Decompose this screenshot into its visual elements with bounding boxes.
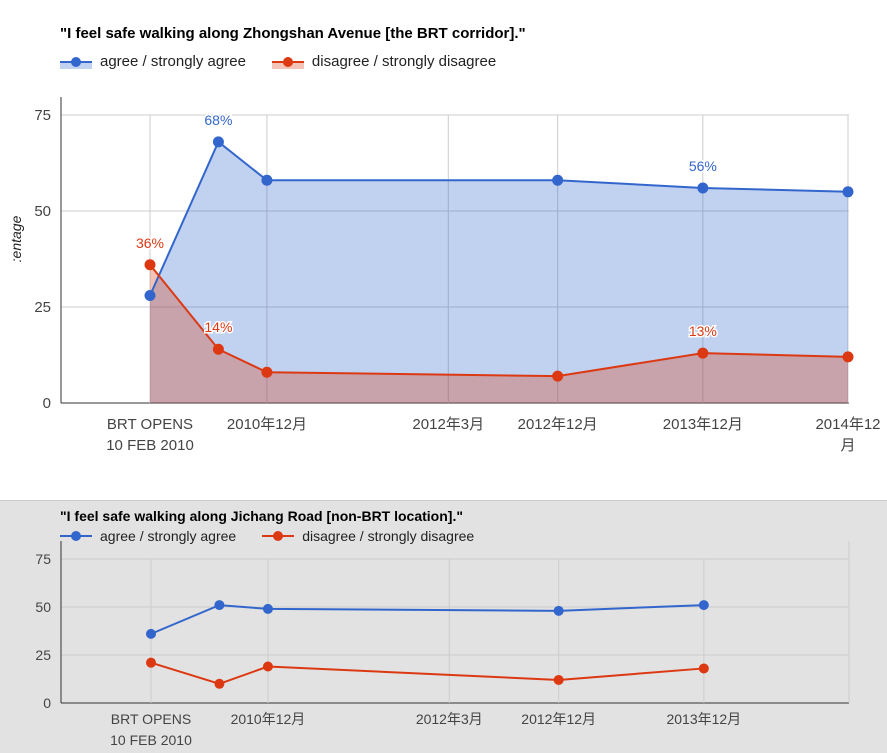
- x-tick-label: 2010年12月: [231, 711, 306, 727]
- legend-item-disagree[interactable]: disagree / strongly disagree: [262, 528, 474, 544]
- data-point-disagree[interactable]: [262, 661, 273, 672]
- y-tick-label: 50: [34, 203, 51, 220]
- legend-swatch-disagree: [271, 55, 304, 69]
- y-tick-label: 25: [35, 647, 51, 663]
- y-tick-label: 75: [34, 107, 51, 124]
- legend-label-agree: agree / strongly agree: [100, 528, 237, 544]
- legend-label-agree: agree / strongly agree: [100, 53, 246, 70]
- legend: agree / strongly agree disagree / strong…: [60, 53, 522, 70]
- y-tick-label: 75: [35, 551, 51, 567]
- legend-swatch-disagree: [262, 529, 295, 543]
- data-point-agree[interactable]: [144, 289, 156, 301]
- y-tick-label: 25: [34, 299, 51, 316]
- x-tick-label: 2013年12月: [663, 416, 743, 433]
- data-point-disagree[interactable]: [698, 663, 709, 674]
- data-label-agree: 68%: [204, 112, 232, 128]
- area-disagree: [150, 264, 848, 403]
- chart-plot-jichang: 0 25 50 75 BRT OPENS 10 FEB 2010 2010年12月 2012年…: [35, 541, 850, 748]
- chart-title: "I feel safe walking along Jichang Road …: [60, 508, 463, 524]
- data-point-disagree[interactable]: [214, 678, 225, 689]
- legend-swatch-agree: [60, 55, 92, 69]
- data-point-agree[interactable]: [552, 174, 564, 186]
- x-tick-label: BRT OPENS: [111, 711, 191, 727]
- legend: agree / strongly agree disagree / strong…: [60, 528, 500, 544]
- chart-panel-zhongshan: "I feel safe walking along Zhongshan Ave…: [8, 25, 881, 454]
- x-tick-label: 2013年12月: [666, 711, 741, 727]
- data-point-disagree[interactable]: [261, 366, 273, 378]
- x-tick-label: 10 FEB 2010: [110, 732, 192, 748]
- series-line-disagree: [149, 264, 849, 378]
- x-tick-label: 2012年12月: [521, 711, 596, 727]
- legend-label-disagree: disagree / strongly disagree: [302, 528, 475, 544]
- x-tick-label: 2014年12: [815, 416, 880, 433]
- chart-plot-zhongshan: 0 25 50 75 BRT OPENS 10 FEB 2010 2010年12月 2012年…: [8, 97, 881, 454]
- data-point-agree[interactable]: [697, 182, 709, 194]
- legend-item-disagree[interactable]: disagree / strongly disagree: [271, 53, 497, 70]
- data-point-agree[interactable]: [698, 600, 709, 611]
- x-tick-label: 2012年3月: [412, 416, 484, 433]
- chart-title: "I feel safe walking along Zhongshan Ave…: [60, 25, 526, 42]
- data-label-agree: 56%: [689, 158, 717, 174]
- series-line-disagree: [150, 661, 704, 685]
- data-point-disagree[interactable]: [146, 657, 156, 668]
- data-point-disagree[interactable]: [212, 343, 224, 355]
- legend-item-agree[interactable]: agree / strongly agree: [60, 528, 236, 544]
- data-point-disagree[interactable]: [144, 259, 156, 271]
- x-tick-label: BRT OPENS: [107, 416, 193, 433]
- series-line-agree: [149, 140, 849, 296]
- x-tick-label: 2010年12月: [227, 416, 307, 433]
- y-tick-label: 0: [43, 395, 51, 412]
- data-point-disagree[interactable]: [842, 351, 854, 363]
- data-point-disagree[interactable]: [553, 674, 564, 685]
- data-point-agree[interactable]: [261, 174, 273, 186]
- legend-swatch-agree: [60, 529, 92, 543]
- data-point-disagree[interactable]: [697, 347, 709, 359]
- x-tick-label: 月: [840, 437, 855, 454]
- x-tick-label: 10 FEB 2010: [106, 437, 194, 454]
- area-agree: [150, 141, 848, 403]
- x-tick-label: 2012年3月: [416, 711, 483, 727]
- y-tick-label: 0: [43, 695, 51, 711]
- data-point-disagree[interactable]: [552, 370, 564, 382]
- series-line-agree: [150, 604, 704, 635]
- data-label-disagree: 14%: [204, 319, 232, 335]
- data-point-agree[interactable]: [212, 136, 224, 148]
- data-label-disagree: 13%: [689, 323, 717, 339]
- x-tick-label: 2012年12月: [518, 416, 598, 433]
- chart-panel-jichang: "I feel safe walking along Jichang Road …: [0, 500, 887, 753]
- data-point-agree[interactable]: [146, 628, 156, 639]
- y-axis-title: :entage: [8, 215, 24, 262]
- data-point-agree[interactable]: [842, 186, 854, 198]
- y-tick-label: 50: [35, 599, 51, 615]
- data-point-agree[interactable]: [262, 603, 273, 614]
- legend-label-disagree: disagree / strongly disagree: [311, 53, 497, 70]
- legend-item-agree[interactable]: agree / strongly agree: [60, 53, 246, 70]
- data-point-agree[interactable]: [214, 600, 225, 611]
- data-label-disagree: 36%: [136, 235, 164, 251]
- data-point-agree[interactable]: [553, 605, 564, 616]
